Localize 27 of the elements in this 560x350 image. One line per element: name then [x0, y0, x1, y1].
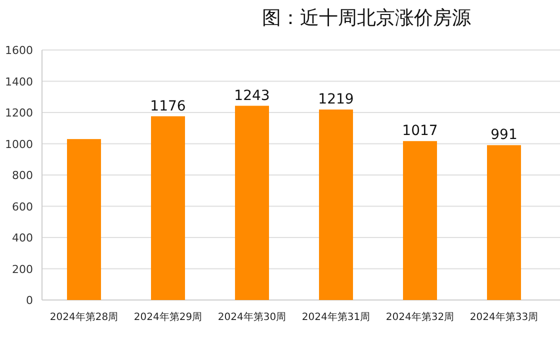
data-label: 1243	[234, 88, 270, 104]
bar	[319, 110, 353, 300]
bar	[151, 116, 185, 300]
y-tick-label: 0	[26, 294, 33, 307]
y-tick-label: 400	[12, 232, 33, 244]
data-label: 1219	[318, 92, 354, 108]
x-tick-label: 2024年第33周	[470, 311, 538, 323]
data-label: 1017	[402, 123, 438, 140]
y-tick-label: 1400	[5, 75, 33, 88]
chart-title: 图：近十周北京涨价房源	[262, 7, 471, 29]
y-tick-label: 1600	[5, 44, 33, 57]
x-tick-label: 2024年第29周	[134, 311, 202, 323]
data-label: 991	[490, 127, 518, 144]
x-tick-label: 2024年第31周	[302, 311, 370, 323]
x-tick-label: 2024年第28周	[50, 311, 118, 323]
bar	[67, 139, 101, 300]
y-tick-label: 600	[12, 200, 33, 214]
data-label: 1176	[150, 98, 186, 114]
x-tick-label: 2024年第30周	[218, 311, 286, 323]
y-tick-label: 200	[12, 262, 33, 276]
x-tick-label: 2024年第32周	[386, 311, 454, 323]
bar	[403, 141, 437, 300]
bar	[487, 145, 521, 300]
bar	[235, 106, 269, 300]
y-tick-label: 1000	[5, 138, 33, 151]
y-tick-label: 1200	[5, 106, 33, 120]
y-tick-label: 800	[12, 169, 33, 182]
